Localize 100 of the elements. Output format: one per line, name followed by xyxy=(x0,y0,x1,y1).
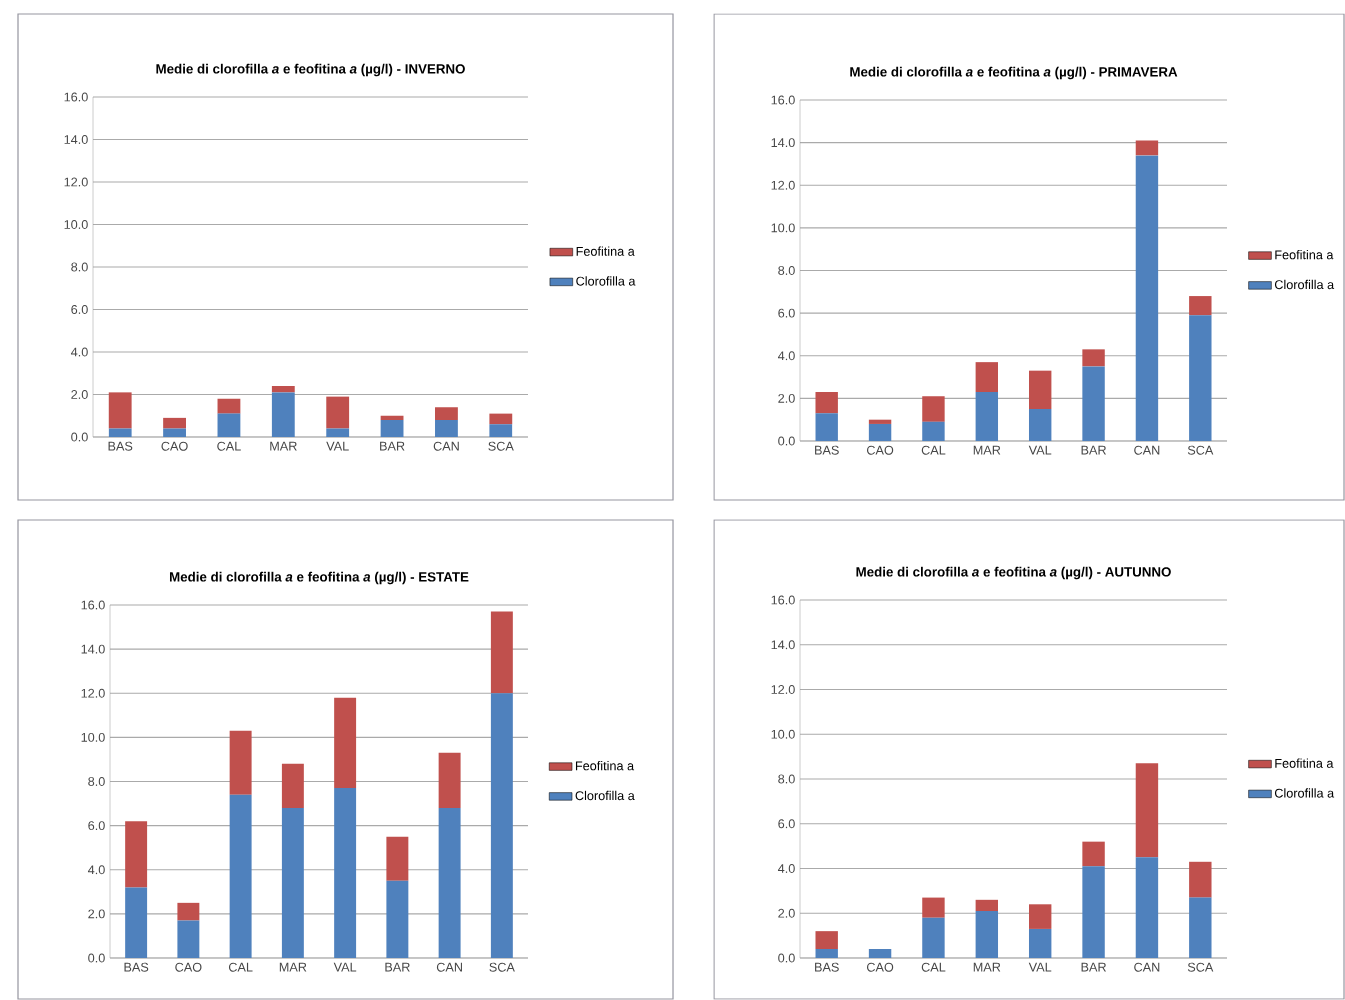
chart-title: Medie di clorofilla a e feofitina a (µg/l) - PRIMAVERA xyxy=(850,66,1178,80)
y-tick-label: 4.0 xyxy=(70,347,88,357)
x-tick-label: VAL xyxy=(1028,445,1052,455)
y-tick-label: 14.0 xyxy=(771,640,795,650)
x-tick-label: CAN xyxy=(1134,445,1160,455)
y-tick-label: 10.0 xyxy=(64,220,88,229)
y-tick-label: 12.0 xyxy=(771,685,795,694)
y-tick-label: 4.0 xyxy=(87,865,105,875)
y-tick-label: 0.0 xyxy=(778,436,795,446)
bar xyxy=(815,931,838,950)
bar xyxy=(229,794,252,958)
x-tick-label: CAL xyxy=(921,962,946,972)
bar xyxy=(108,392,132,429)
bar xyxy=(334,697,357,789)
y-tick-label: 16.0 xyxy=(771,95,795,105)
y-tick-label: 2.0 xyxy=(778,393,795,403)
x-tick-label: CAN xyxy=(1134,962,1160,972)
bar xyxy=(815,949,838,958)
bar xyxy=(975,911,999,958)
y-tick-label: 8.0 xyxy=(778,266,795,275)
bar xyxy=(1135,763,1159,858)
x-tick-label: BAR xyxy=(1081,962,1107,972)
bar xyxy=(1189,861,1212,898)
x-tick-label: CAL xyxy=(217,441,241,451)
y-tick-label: 0.0 xyxy=(88,953,105,963)
y-tick-label: 2.0 xyxy=(71,390,88,399)
y-tick-label: 14.0 xyxy=(771,138,795,148)
bar xyxy=(922,897,945,918)
legend-label: Feofitina a xyxy=(1275,249,1334,260)
x-tick-label: CAL xyxy=(228,962,253,972)
y-tick-label: 16.0 xyxy=(771,595,795,605)
legend-label: Feofitina a xyxy=(1275,758,1334,768)
bar xyxy=(125,887,148,958)
legend-label: Clorofilla a xyxy=(1274,279,1335,290)
bar xyxy=(125,821,148,888)
y-tick-label: 2.0 xyxy=(88,909,105,919)
bar xyxy=(326,396,350,429)
bar xyxy=(1189,296,1212,316)
y-tick-label: 16.0 xyxy=(64,92,88,102)
y-tick-label: 10.0 xyxy=(81,732,105,742)
bar xyxy=(386,880,409,958)
y-tick-label: 14.0 xyxy=(64,135,88,144)
y-tick-label: 10.0 xyxy=(771,223,795,233)
bar xyxy=(326,428,350,437)
bar xyxy=(271,385,295,393)
legend-label: Clorofilla a xyxy=(576,276,636,286)
x-tick-label: SCA xyxy=(1187,962,1214,972)
x-tick-label: CAO xyxy=(866,445,894,455)
y-tick-label: 12.0 xyxy=(64,177,88,187)
bar xyxy=(490,693,513,958)
bar xyxy=(177,902,200,921)
bar xyxy=(1028,370,1052,410)
bar xyxy=(1082,349,1105,367)
bar xyxy=(435,407,458,420)
bar xyxy=(380,415,404,420)
x-tick-label: BAR xyxy=(1081,445,1107,455)
y-tick-label: 12.0 xyxy=(771,180,795,190)
bar xyxy=(922,421,945,441)
bar xyxy=(1135,140,1159,156)
x-tick-label: BAR xyxy=(380,441,405,451)
x-tick-label: VAL xyxy=(326,441,349,451)
x-tick-label: CAO xyxy=(175,962,202,972)
bar xyxy=(438,807,461,958)
y-tick-label: 0.0 xyxy=(778,953,795,963)
bar xyxy=(922,917,945,958)
x-tick-label: VAL xyxy=(333,962,357,972)
bar xyxy=(922,396,945,422)
bar xyxy=(1028,904,1052,929)
y-tick-label: 16.0 xyxy=(81,600,105,610)
y-tick-label: 8.0 xyxy=(71,262,88,272)
bar xyxy=(334,788,357,958)
bar xyxy=(489,424,513,437)
bar xyxy=(163,417,186,429)
x-tick-label: MAR xyxy=(973,445,1001,455)
x-tick-label: SCA xyxy=(489,962,515,972)
bar xyxy=(1189,897,1212,958)
bar xyxy=(108,428,132,437)
y-tick-label: 0.0 xyxy=(71,432,88,442)
bar xyxy=(868,949,892,958)
x-tick-label: CAN xyxy=(436,962,462,972)
bar xyxy=(281,807,304,958)
y-tick-label: 10.0 xyxy=(771,729,795,739)
bar xyxy=(975,899,999,912)
x-tick-label: CAO xyxy=(161,441,188,451)
x-tick-label: CAL xyxy=(921,445,946,455)
bar xyxy=(975,362,999,392)
bar xyxy=(868,419,892,424)
bar xyxy=(435,420,458,437)
bar xyxy=(1028,928,1052,958)
bar xyxy=(386,836,409,881)
bar xyxy=(868,423,892,441)
y-tick-label: 6.0 xyxy=(88,821,105,831)
x-tick-label: BAS xyxy=(815,445,839,455)
bar xyxy=(217,398,241,414)
bar xyxy=(229,730,252,795)
y-tick-label: 4.0 xyxy=(777,864,795,873)
y-tick-label: 6.0 xyxy=(778,308,795,318)
chart-title: Medie di clorofilla a e feofitina a (µg/l) - AUTUNNO xyxy=(856,566,1171,580)
bar xyxy=(271,392,295,437)
bar xyxy=(163,428,186,437)
